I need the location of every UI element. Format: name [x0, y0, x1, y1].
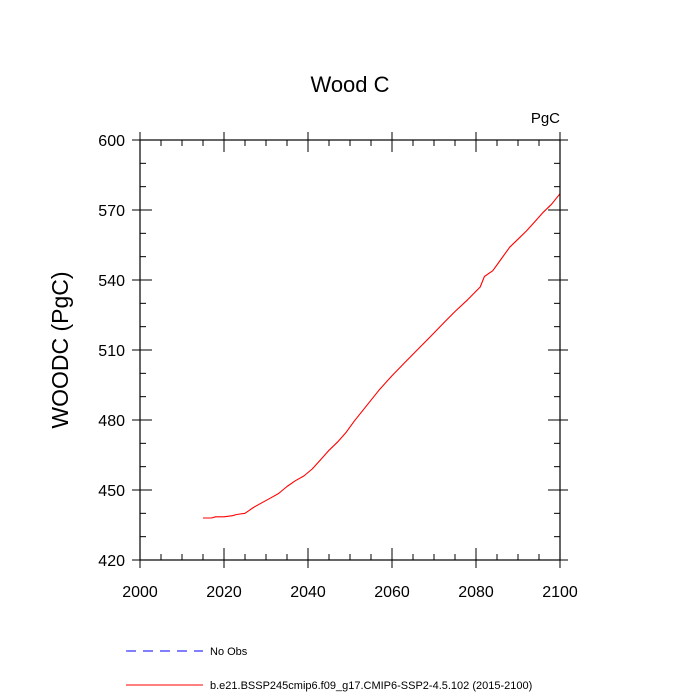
chart-title: Wood C [310, 72, 389, 97]
x-tick-label: 2080 [458, 584, 494, 601]
y-tick-label: 570 [98, 203, 125, 220]
series-line [203, 193, 561, 519]
x-tick-label: 2100 [542, 584, 578, 601]
x-tick-label: 2000 [122, 584, 158, 601]
legend-label: b.e21.BSSP245cmip6.f09_g17.CMIP6-SSP2-4.… [210, 680, 532, 692]
y-tick-label: 510 [98, 343, 125, 360]
y-tick-label: 450 [98, 483, 125, 500]
y-axis-label: WOODC (PgC) [47, 271, 73, 428]
x-tick-label: 2040 [290, 584, 326, 601]
y-tick-label: 480 [98, 413, 125, 430]
y-tick-label: 600 [98, 133, 125, 150]
x-tick-label: 2020 [206, 584, 242, 601]
y-tick-label: 420 [98, 553, 125, 570]
y-tick-label: 540 [98, 273, 125, 290]
axis-ticks: 2000 2020 2040 2060 2080 2100 420 450 480 510 540 5… [98, 132, 578, 601]
units-label: PgC [531, 110, 560, 127]
plot-frame [139, 139, 561, 561]
legend: No Obs b.e21.BSSP245cmip6.f09_g17.CMIP6-S… [126, 646, 532, 692]
x-tick-label: 2060 [374, 584, 410, 601]
legend-label: No Obs [210, 646, 248, 658]
series-layer [203, 193, 561, 519]
